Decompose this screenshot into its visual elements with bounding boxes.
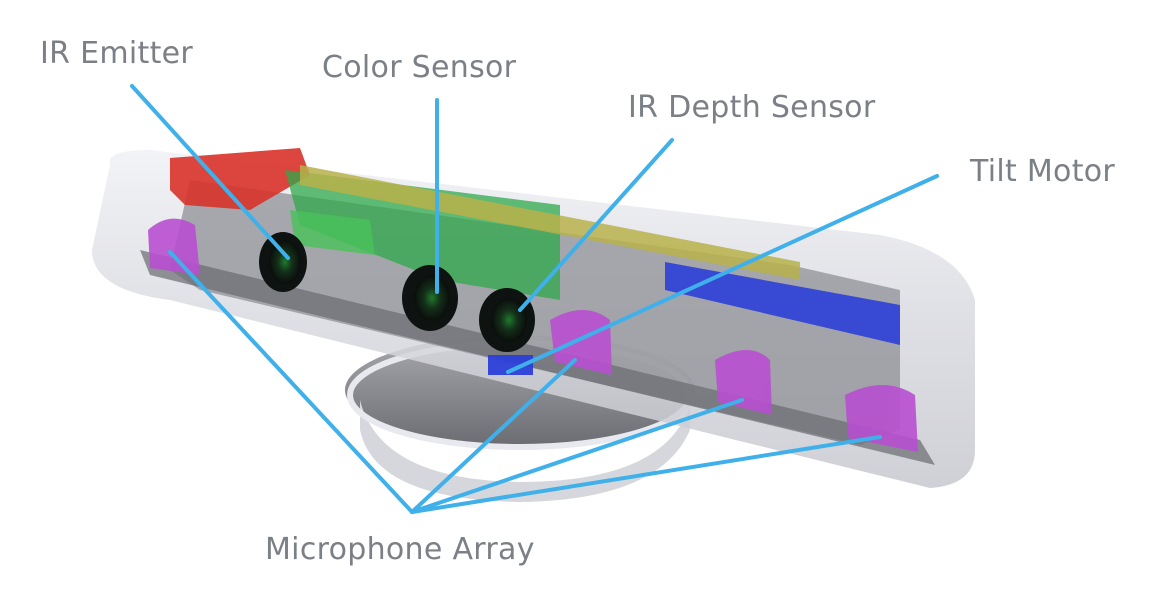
emitter-housing bbox=[170, 148, 310, 210]
green-board-left bbox=[290, 210, 375, 255]
label-ir-emitter: IR Emitter bbox=[40, 36, 194, 71]
microphone-array-parts bbox=[148, 218, 918, 452]
color-sensor-lens bbox=[402, 265, 458, 331]
ir-depth-sensor-lens bbox=[479, 288, 535, 352]
microphone-3 bbox=[715, 350, 772, 415]
microphone-4 bbox=[845, 385, 918, 452]
blue-component bbox=[665, 262, 900, 345]
callout-mic-1 bbox=[168, 250, 414, 514]
callout-mic-2 bbox=[410, 358, 577, 514]
callout-mic-4 bbox=[410, 435, 882, 514]
label-tilt-motor: Tilt Motor bbox=[970, 154, 1116, 189]
microphone-2 bbox=[550, 310, 612, 375]
callout-ir-emitter bbox=[130, 84, 290, 260]
callout-lines bbox=[130, 84, 939, 514]
label-microphone-array: Microphone Array bbox=[265, 532, 535, 567]
microphone-1 bbox=[148, 218, 200, 275]
tilt-motor-part bbox=[488, 355, 533, 375]
callout-mic-3 bbox=[410, 398, 744, 514]
callout-tilt-motor bbox=[506, 174, 939, 374]
yellow-board bbox=[300, 165, 800, 280]
label-ir-depth-sensor: IR Depth Sensor bbox=[628, 90, 876, 125]
label-color-sensor: Color Sensor bbox=[322, 50, 517, 85]
stand-bottom bbox=[360, 400, 690, 502]
callout-ir-depth-sensor bbox=[518, 138, 674, 312]
ir-emitter-lens bbox=[259, 232, 307, 292]
